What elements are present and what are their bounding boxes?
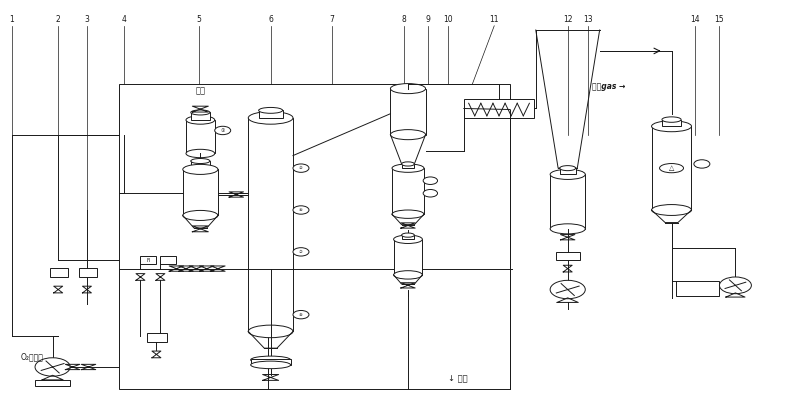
Ellipse shape <box>186 116 214 124</box>
Ellipse shape <box>190 158 210 163</box>
Bar <box>402 235 414 239</box>
Text: ↓ 灰渣: ↓ 灰渣 <box>448 374 467 383</box>
Text: ⑧: ⑧ <box>299 312 303 317</box>
Bar <box>675 281 719 296</box>
Ellipse shape <box>186 149 214 158</box>
Text: ⑥: ⑥ <box>299 208 303 212</box>
Bar <box>50 268 68 277</box>
Ellipse shape <box>390 130 426 140</box>
Text: 5: 5 <box>196 16 201 24</box>
Ellipse shape <box>651 121 691 132</box>
Ellipse shape <box>550 224 586 234</box>
Ellipse shape <box>390 84 426 94</box>
Text: 7: 7 <box>330 16 334 24</box>
Ellipse shape <box>394 235 422 244</box>
Text: 10: 10 <box>443 16 453 24</box>
Bar <box>182 169 218 215</box>
Text: 15: 15 <box>714 16 724 24</box>
Text: 13: 13 <box>583 16 593 24</box>
Bar <box>560 168 576 174</box>
Circle shape <box>293 248 309 256</box>
Ellipse shape <box>250 361 290 369</box>
Ellipse shape <box>258 108 282 113</box>
Text: 8: 8 <box>402 16 406 24</box>
Bar <box>651 126 691 210</box>
Bar <box>79 268 97 277</box>
Bar <box>556 252 580 260</box>
Circle shape <box>214 126 230 135</box>
Ellipse shape <box>659 163 683 173</box>
Text: 12: 12 <box>563 16 573 24</box>
Ellipse shape <box>550 169 586 179</box>
Ellipse shape <box>392 210 424 218</box>
Ellipse shape <box>248 325 293 338</box>
Circle shape <box>35 358 70 376</box>
Ellipse shape <box>402 162 414 166</box>
Text: ①: ① <box>221 128 225 133</box>
Bar <box>662 120 681 126</box>
Bar <box>119 84 510 389</box>
Text: △: △ <box>669 165 674 171</box>
Text: 11: 11 <box>490 16 499 24</box>
Text: 净化gas →: 净化gas → <box>592 82 625 91</box>
Ellipse shape <box>190 167 210 172</box>
Text: 原料: 原料 <box>195 86 206 95</box>
Circle shape <box>719 277 751 294</box>
Text: 4: 4 <box>122 16 127 24</box>
Ellipse shape <box>250 356 290 364</box>
Text: 9: 9 <box>426 16 430 24</box>
Ellipse shape <box>392 164 424 172</box>
Text: 1: 1 <box>10 16 14 24</box>
Bar <box>161 256 176 265</box>
Text: 3: 3 <box>85 16 90 24</box>
Bar <box>248 118 293 331</box>
Ellipse shape <box>651 205 691 215</box>
Bar <box>258 110 282 118</box>
Bar <box>392 168 424 214</box>
Circle shape <box>423 189 438 197</box>
Ellipse shape <box>394 271 422 279</box>
Ellipse shape <box>182 164 218 174</box>
Text: ⑤: ⑤ <box>299 166 303 170</box>
Bar <box>35 380 70 386</box>
Bar <box>190 113 210 120</box>
Circle shape <box>423 177 438 184</box>
Bar <box>147 333 167 342</box>
Text: 6: 6 <box>268 16 273 24</box>
Text: ⑦: ⑦ <box>299 250 303 254</box>
Circle shape <box>293 164 309 172</box>
Ellipse shape <box>190 110 210 115</box>
Bar <box>250 359 290 365</box>
Circle shape <box>293 310 309 319</box>
Bar <box>190 161 210 169</box>
Bar <box>550 174 586 229</box>
Ellipse shape <box>662 117 681 122</box>
Bar <box>394 239 422 275</box>
Text: O₂或空气: O₂或空气 <box>21 353 43 362</box>
Circle shape <box>550 280 586 299</box>
Bar <box>186 120 214 153</box>
Circle shape <box>293 206 309 214</box>
Ellipse shape <box>402 233 414 237</box>
Ellipse shape <box>248 112 293 124</box>
Bar <box>390 89 426 135</box>
Bar <box>402 164 414 168</box>
Text: FI: FI <box>146 258 150 263</box>
Text: 2: 2 <box>56 16 61 24</box>
Text: 14: 14 <box>690 16 700 24</box>
Circle shape <box>694 160 710 168</box>
Bar <box>464 99 534 118</box>
Ellipse shape <box>182 210 218 220</box>
Ellipse shape <box>560 165 576 171</box>
Bar <box>141 256 157 265</box>
